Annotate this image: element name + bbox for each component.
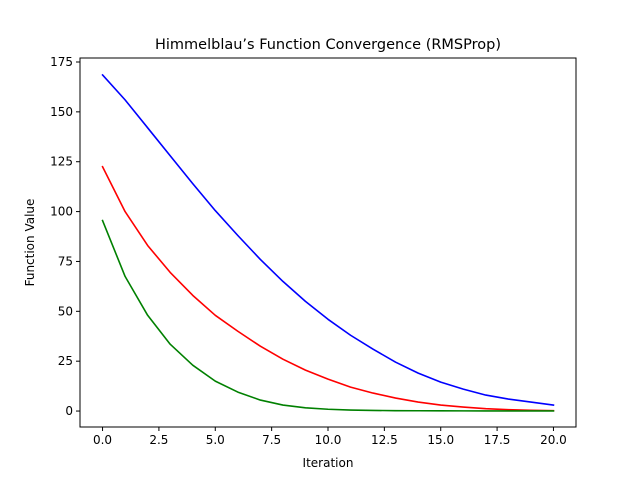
series-line-2 bbox=[101, 165, 555, 412]
y-tick-label: 50 bbox=[58, 304, 73, 318]
x-tick-label: 17.5 bbox=[484, 433, 511, 447]
series-layer bbox=[101, 73, 555, 412]
x-tick-label: 0.0 bbox=[93, 433, 112, 447]
y-tick-label: 25 bbox=[58, 354, 73, 368]
y-tick-label: 0 bbox=[65, 404, 73, 418]
x-tick-label: 12.5 bbox=[371, 433, 398, 447]
x-axis-ticks: 0.0 2.5 5.0 7.5 10.0 12.5 15.0 17.5 20.0 bbox=[93, 427, 567, 447]
chart-title: Himmelblau’s Function Convergence (RMSPr… bbox=[155, 37, 501, 53]
x-tick-label: 2.5 bbox=[149, 433, 168, 447]
y-tick-label: 125 bbox=[50, 155, 73, 169]
x-tick-label: 10.0 bbox=[315, 433, 342, 447]
x-tick-label: 5.0 bbox=[206, 433, 225, 447]
x-axis-label: Iteration bbox=[303, 456, 354, 470]
x-tick-label: 15.0 bbox=[427, 433, 454, 447]
x-tick-label: 20.0 bbox=[540, 433, 567, 447]
series-line-3 bbox=[101, 219, 555, 412]
y-axis-label: Function Value bbox=[23, 199, 37, 287]
y-axis-ticks: 0 25 50 75 100 125 150 175 bbox=[50, 55, 80, 418]
x-tick-label: 7.5 bbox=[262, 433, 281, 447]
y-tick-label: 75 bbox=[58, 254, 73, 268]
y-tick-label: 150 bbox=[50, 105, 73, 119]
y-tick-label: 100 bbox=[50, 205, 73, 219]
series-line-1 bbox=[101, 73, 555, 406]
y-tick-label: 175 bbox=[50, 55, 73, 69]
